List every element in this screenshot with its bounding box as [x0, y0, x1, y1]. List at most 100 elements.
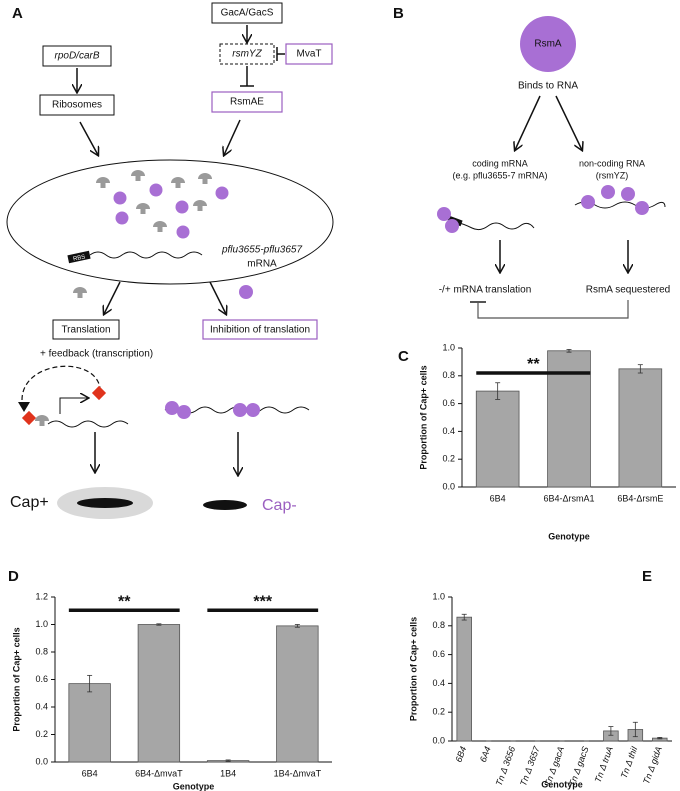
- node-label: non-coding RNA: [579, 158, 645, 168]
- bar: [475, 390, 520, 488]
- rsma: [239, 285, 253, 299]
- node-label: MvaT: [297, 49, 322, 60]
- promoter: [59, 398, 88, 414]
- node-label: Ribosomes: [52, 100, 102, 111]
- node-label: GacA/GacS: [221, 8, 274, 19]
- box: [202, 319, 318, 340]
- bar: [137, 624, 181, 763]
- y-tick-label: 0.0: [35, 756, 48, 766]
- rsma: [149, 183, 163, 197]
- y-tick-label: 0.0: [442, 481, 455, 491]
- rsma: [165, 401, 179, 415]
- significance-label: **: [118, 593, 131, 610]
- box: [211, 91, 283, 113]
- x-axis-label: Genotype: [173, 781, 215, 791]
- colony: [203, 500, 247, 510]
- ribosome: [136, 203, 150, 214]
- x-tick-label: 6B4-ΔmvaT: [135, 768, 183, 778]
- annotation: + feedback (transcription): [40, 349, 153, 360]
- mrna: [89, 251, 203, 259]
- box: [42, 45, 112, 67]
- rsma: [520, 16, 576, 72]
- node-label: RsmA sequestered: [586, 285, 671, 296]
- arrow: [79, 121, 98, 155]
- rsma: [621, 187, 635, 201]
- node-label: rpoD/carB: [54, 51, 99, 62]
- y-tick-label: 0.8: [35, 646, 48, 656]
- node-label: -/+ mRNA translation: [439, 285, 532, 296]
- box: [39, 94, 115, 116]
- x-tick-label: Tn Δ truA: [593, 745, 615, 784]
- y-tick-label: 0.4: [442, 426, 455, 436]
- panel-label: C: [398, 348, 409, 365]
- y-tick-label: 0.4: [35, 701, 48, 711]
- box: [211, 2, 283, 24]
- y-tick-label: 1.0: [442, 342, 455, 352]
- box: [285, 43, 333, 65]
- gene-label: mRNA: [247, 259, 277, 270]
- significance-label: ***: [253, 593, 272, 610]
- x-tick-label: 6B4: [490, 493, 506, 503]
- panel-label: A: [12, 5, 23, 22]
- y-tick-label: 0.2: [442, 454, 455, 464]
- rsma: [601, 185, 615, 199]
- rsma: [246, 403, 260, 417]
- rsma: [445, 219, 459, 233]
- rsma: [175, 200, 189, 214]
- x-tick-label: Tn Δ 3656: [494, 745, 517, 787]
- rsma: [215, 186, 229, 200]
- bar: [456, 616, 472, 742]
- feedback-arc: [21, 365, 101, 401]
- node-label: coding mRNA: [472, 158, 528, 168]
- ribosome: [193, 200, 207, 211]
- y-tick-label: 0.0: [432, 735, 445, 745]
- box: [52, 319, 120, 340]
- y-axis-label: Proportion of Cap+ cells: [418, 365, 428, 469]
- phenotype: Cap+: [10, 494, 49, 511]
- arrow: [224, 119, 241, 155]
- panel-label: E: [642, 568, 652, 585]
- y-tick-label: 0.6: [432, 649, 445, 659]
- ribosome: [153, 221, 167, 232]
- bar: [276, 625, 319, 763]
- ribosome: [198, 173, 212, 184]
- rsma: [581, 195, 595, 209]
- x-tick-label: 1B4-ΔmvaT: [274, 768, 322, 778]
- bar: [618, 368, 663, 488]
- panel-label: D: [8, 568, 19, 585]
- bar: [68, 683, 111, 763]
- colony: [77, 498, 133, 508]
- ribosome: [35, 415, 49, 426]
- y-tick-label: 0.8: [432, 620, 445, 630]
- node-label: RsmA: [534, 39, 562, 50]
- phenotype: Cap-: [262, 497, 297, 514]
- node-label: Binds to RNA: [518, 81, 578, 92]
- node-label: (e.g. pflu3655-7 mRNA): [452, 170, 547, 180]
- arrow: [209, 281, 226, 314]
- y-axis-label: Proportion of Cap+ cells: [11, 627, 21, 731]
- y-tick-label: 0.4: [432, 678, 445, 688]
- node-label: Translation: [61, 325, 110, 336]
- arrow: [555, 95, 582, 150]
- x-axis-label: Genotype: [541, 779, 583, 789]
- y-tick-label: 1.0: [432, 591, 445, 601]
- node-label: (rsmYZ): [596, 170, 629, 180]
- x-tick-label: Tn Δ thiI: [619, 745, 640, 780]
- significance-label: **: [527, 356, 540, 373]
- ribosome: [171, 177, 185, 188]
- y-axis-label: Proportion of Cap+ cells: [408, 617, 418, 721]
- ribosome: [96, 177, 110, 188]
- rsma: [233, 403, 247, 417]
- cell: [6, 159, 334, 285]
- x-tick-label: 6B4-ΔrsmE: [617, 493, 663, 503]
- x-tick-label: 6B4: [82, 768, 98, 778]
- rbs-label: RBS: [73, 254, 86, 262]
- y-tick-label: 1.0: [35, 619, 48, 629]
- x-axis-label: Genotype: [548, 531, 590, 541]
- panel-label: B: [393, 5, 404, 22]
- node-label: Inhibition of translation: [210, 325, 310, 336]
- x-tick-label: 1B4: [220, 768, 236, 778]
- rsma: [177, 405, 191, 419]
- inhibit-line: [477, 300, 629, 319]
